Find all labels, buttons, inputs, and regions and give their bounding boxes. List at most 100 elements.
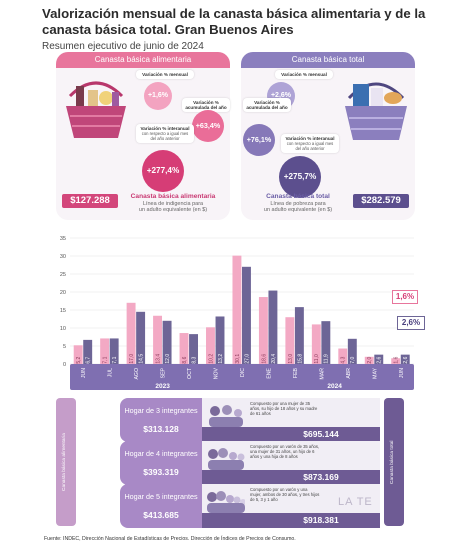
bar-data-label: 7,1 (103, 356, 109, 363)
bar-cbt (400, 354, 410, 364)
x-tick-label: JUL (108, 368, 114, 377)
bar-cba (126, 302, 136, 364)
x-tick-label: MAY (372, 367, 378, 378)
bar-cbt (347, 338, 357, 364)
household-title: Hogar de 5 integrantes (124, 492, 198, 501)
x-tick-label: FEB (293, 367, 299, 378)
cba-pill-monthly: Variación % mensual (136, 70, 194, 79)
bar-data-label: 18,6 (261, 354, 267, 364)
x-tick-label: JUN (81, 368, 87, 378)
cbt-value: $282.579 (353, 194, 409, 208)
bar-cba (232, 255, 242, 364)
household-title: Hogar de 3 integrantes (124, 406, 198, 415)
household-desc: Compuesto por un varón y una mujer, ambo… (250, 487, 320, 503)
y-tick-label: 35 (60, 236, 66, 242)
bar-cba (179, 333, 189, 364)
bar-data-label: 11,0 (314, 354, 320, 364)
cbt-header: Canasta básica total (241, 52, 415, 68)
bar-cbt (242, 266, 251, 364)
bar-data-label: 17,0 (129, 354, 135, 364)
x-tick-label: ABR (346, 368, 352, 379)
bar-cbt (321, 321, 331, 364)
bar-cbt (374, 354, 384, 364)
bar-cbt (268, 290, 278, 364)
family-icon (208, 448, 245, 470)
bar-data-label: 5,2 (76, 356, 82, 363)
bar-cbt (83, 339, 93, 364)
bar-data-label: 4,3 (341, 356, 347, 363)
household-cbt-value: $695.144 (202, 427, 380, 442)
x-tick-label: ENE (266, 367, 272, 378)
x-tick-label: JUN (399, 368, 405, 378)
cba-header: Canasta básica alimentaria (56, 52, 230, 68)
callout-cba-monthly: 1,6% (392, 290, 418, 304)
x-tick-label: DIC (240, 368, 246, 377)
cba-caption: Canasta básica alimentaria Línea de indi… (130, 193, 216, 213)
bar-data-label: 27,0 (244, 354, 250, 364)
household-cba-value: $413.685 (143, 510, 179, 520)
cba-value: $127.288 (62, 194, 118, 208)
bar-data-label: 8,3 (191, 356, 197, 363)
x-tick-label: NOV (214, 367, 220, 379)
cba-pill-yoy: Variación % interanual con respecto a igu… (136, 124, 194, 143)
cba-card: Canasta básica alimentaria Variación % m… (56, 52, 230, 220)
x-tick-label: SEP (161, 367, 167, 378)
cba-yoy-value: +277,4% (142, 150, 184, 192)
household-desc: Compuesto por una mujer de 35 años, su h… (250, 401, 318, 417)
side-right-band: Canasta básica total (384, 398, 404, 526)
bar-cba (364, 356, 374, 364)
bar-cbt (189, 334, 199, 364)
cba-basket-icon (66, 81, 126, 138)
x-tick-label: AGO (134, 368, 140, 380)
bar-cba (338, 348, 348, 364)
x-tick-label: MAR (319, 368, 325, 380)
cbt-pill-ytd: Variación % acumulada del año (243, 98, 291, 112)
cbt-ytd-value: +76,1% (243, 124, 275, 156)
side-left-label: Canasta básica alimentaria (62, 433, 67, 491)
x-axis-band (70, 364, 414, 390)
bar-cba (153, 315, 163, 364)
bar-cba (206, 327, 215, 364)
cbt-pill-yoy: Variación % interanual con respecto a igu… (281, 134, 339, 153)
bar-cba (258, 297, 268, 364)
cbt-basket-icon (345, 82, 407, 140)
bar-cbt (136, 311, 146, 364)
watermark: LA TE (338, 496, 373, 508)
household-4: Hogar de 4 integrantes $393.319 Compuesto… (120, 441, 380, 485)
y-tick-label: 20 (60, 290, 66, 296)
bar-data-label: 7,1 (112, 356, 118, 363)
household-5: Hogar de 5 integrantes $413.685 Compuesto… (120, 484, 380, 528)
page-subtitle: Resumen ejecutivo de junio de 2024 (42, 41, 204, 52)
bar-cba (285, 317, 295, 364)
bar-cba (391, 358, 401, 364)
bar-chart: 0 5 10 15 20 25 30 35 5,2 6,7 7,1 7,1 17,0 14,5 13,4 1… (60, 236, 414, 390)
cba-monthly-value: +1,6% (144, 82, 172, 110)
household-cba-value: $313.128 (143, 424, 179, 434)
household-desc: Compuesto por un varón de 35 años, una m… (250, 444, 320, 460)
x-tick-label: OCT (187, 367, 193, 379)
year-label-2023: 2023 (155, 383, 170, 390)
bar-data-label: 2,6 (377, 356, 383, 363)
bar-data-label: 2,6 (403, 356, 409, 363)
year-label-2024: 2024 (327, 383, 342, 390)
household-cbt-value: $918.381 (202, 513, 380, 528)
bar-data-label: 15,8 (297, 354, 303, 364)
bar-data-label: 8,6 (182, 356, 188, 363)
household-cbt-value: $873.169 (202, 470, 380, 485)
bar-data-label: 13,4 (155, 354, 161, 364)
cbt-card: Canasta básica total Variación % mensual… (241, 52, 415, 220)
cbt-pill-monthly: Variación % mensual (275, 70, 333, 79)
y-tick-label: 0 (63, 362, 66, 368)
household-cba-value: $393.319 (143, 467, 179, 477)
y-tick-label: 10 (60, 326, 66, 332)
bar-cbt (215, 316, 225, 364)
household-3: Hogar de 3 integrantes $313.128 Compuesto… (120, 398, 380, 442)
bar-cba (100, 338, 110, 364)
y-tick-label: 25 (60, 272, 66, 278)
source-note: Fuente: INDEC, Dirección Nacional de Est… (44, 536, 296, 542)
bar-cba (73, 345, 83, 364)
family-icon (209, 405, 243, 427)
bar-data-label: 7,0 (350, 356, 356, 363)
cba-ytd-value: +63,4% (192, 110, 224, 142)
cbt-yoy-value: +275,7% (279, 156, 321, 198)
